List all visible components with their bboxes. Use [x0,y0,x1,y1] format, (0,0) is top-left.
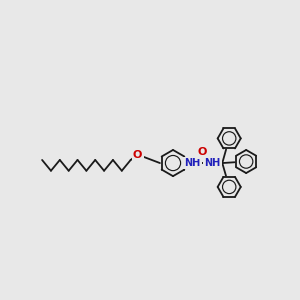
Text: O: O [198,147,207,157]
Text: NH: NH [204,158,220,168]
Text: NH: NH [184,158,200,168]
Text: O: O [133,150,142,160]
